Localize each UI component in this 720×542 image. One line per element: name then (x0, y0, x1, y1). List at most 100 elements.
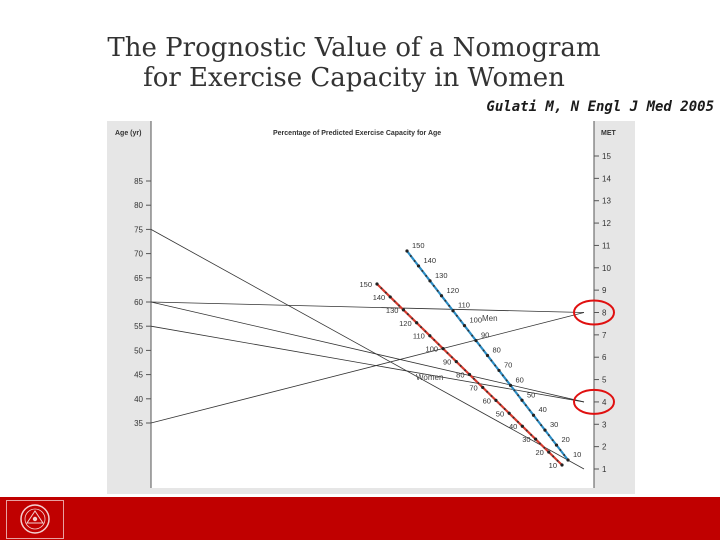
age-tick-label: 70 (134, 250, 143, 259)
scale-tick-dot (566, 458, 570, 462)
plot-area (151, 121, 594, 488)
age-tick-label: 45 (134, 371, 143, 380)
scale-minor-dot (494, 364, 497, 367)
scale-tick-dot (507, 411, 511, 415)
met-highlight-circle (573, 299, 615, 326)
scale-minor-dot (425, 274, 428, 277)
example-line (150, 301, 585, 313)
scale-tick-dot (533, 437, 538, 441)
scale-minor-dot (450, 356, 453, 359)
scale-minor-dot (446, 351, 449, 354)
scale-tick-dot (415, 321, 419, 325)
scale-minor-dot (384, 291, 387, 294)
scale-minor-dot (551, 439, 554, 442)
scale-minor-dot (406, 313, 409, 316)
scale-minor-dot (424, 330, 427, 333)
scale-tick-dot (494, 398, 498, 402)
example-line (150, 312, 585, 424)
scale-minor-dot (409, 254, 412, 257)
scale-minor-dot (472, 377, 475, 380)
age-tick-label: 65 (134, 274, 143, 283)
scale-tick-label-women: 70 (469, 383, 477, 392)
scale-minor-dot (433, 339, 436, 342)
scale-minor-dot (436, 289, 439, 292)
scale-tick-label-women: 30 (522, 435, 530, 444)
title-line-2: for Exercise Capacity in Women (143, 63, 565, 93)
met-tick-label: 14 (602, 174, 611, 183)
age-tick-label: 85 (134, 177, 143, 186)
scale-tick-dot (547, 450, 551, 454)
scale-minor-dot (538, 442, 541, 445)
scale-tick-label-men: 120 (447, 286, 460, 295)
scale-tick-dot (481, 385, 485, 390)
met-tick-label: 15 (602, 152, 611, 161)
scale-tick-dot (454, 359, 458, 364)
scale-minor-dot (464, 369, 467, 372)
scale-minor-dot (513, 389, 516, 392)
scale-minor-dot (563, 454, 566, 457)
scale-tick-dot (520, 398, 524, 402)
scale-minor-dot (512, 416, 515, 419)
met-tick-label: 4 (602, 398, 607, 407)
met-tick-label: 1 (602, 465, 607, 474)
men-scale-label: Men (482, 314, 498, 323)
scale-tick-dot (451, 309, 455, 313)
met-tick-label: 2 (602, 443, 607, 452)
seal-icon (20, 504, 50, 534)
scale-minor-dot (448, 304, 451, 307)
scale-tick-label-men: 140 (424, 256, 437, 265)
scale-minor-dot (547, 434, 550, 437)
scale-tick-dot (405, 249, 409, 253)
scale-tick-dot (462, 324, 467, 328)
scale-tick-label-women: 150 (359, 280, 372, 289)
scale-tick-dot (543, 428, 547, 432)
age-tick-label: 55 (134, 322, 143, 331)
met-tick-label: 9 (602, 286, 607, 295)
met-tick-label: 3 (602, 420, 607, 429)
scale-minor-dot (559, 449, 562, 452)
age-tick-label: 75 (134, 225, 143, 234)
scale-tick-label-men: 80 (493, 346, 501, 355)
scale-minor-dot (503, 407, 506, 410)
scale-tick-label-women: 90 (443, 358, 451, 367)
scale-minor-dot (540, 424, 543, 427)
scale-tick-label-women: 20 (535, 448, 543, 457)
scale-minor-dot (486, 390, 489, 393)
scale-tick-label-men: 150 (412, 241, 425, 250)
scale-minor-dot (490, 359, 493, 362)
title-line-1: The Prognostic Value of a Nomogram (107, 33, 601, 63)
scale-tick-label-men: 110 (458, 301, 470, 310)
scale-tick-label-women: 130 (386, 306, 399, 315)
scale-minor-dot (524, 404, 527, 407)
scale-minor-dot (556, 459, 559, 462)
scale-minor-dot (536, 419, 539, 422)
scale-tick-label-women: 10 (549, 461, 557, 470)
scale-tick-dot (508, 383, 513, 387)
age-tick-label: 40 (134, 395, 143, 404)
university-logo (0, 497, 68, 540)
scale-tick-dot (554, 443, 559, 447)
scale-tick-label-women: 100 (426, 345, 439, 354)
scale-tick-label-men: 50 (527, 390, 535, 399)
met-tick-label: 6 (602, 353, 607, 362)
scale-minor-dot (525, 429, 528, 432)
scale-minor-dot (477, 382, 480, 385)
scale-minor-dot (516, 420, 519, 423)
nomogram-chart: Age (yr) Percentage of Predicted Exercis… (107, 121, 635, 494)
scale-minor-dot (528, 409, 531, 412)
scale-tick-dot (401, 308, 406, 312)
age-tick-label: 80 (134, 201, 143, 210)
met-tick-label: 12 (602, 219, 611, 228)
scale-minor-dot (501, 374, 504, 377)
scale-tick-label-men: 130 (435, 271, 448, 280)
scale-minor-dot (393, 300, 396, 303)
scale-tick-dot (497, 368, 501, 373)
scale-tick-dot (375, 282, 379, 286)
example-line (150, 325, 585, 403)
met-highlight-circle (573, 388, 615, 415)
scale-minor-dot (421, 269, 424, 272)
scale-minor-dot (505, 379, 508, 382)
scale-minor-dot (380, 287, 383, 290)
age-tick-label: 50 (134, 346, 143, 355)
met-tick-label: 8 (602, 309, 607, 318)
